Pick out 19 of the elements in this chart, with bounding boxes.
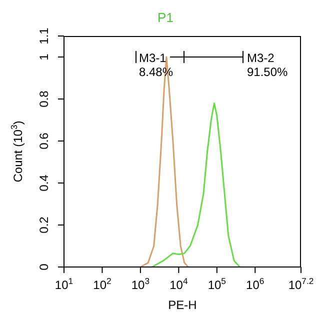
annotation: M3-1 [139, 51, 167, 65]
y-tick-label: 1 [37, 53, 51, 60]
y-tick-label: 0.2 [37, 216, 51, 234]
x-axis-title: PE-H [168, 298, 197, 312]
x-tick-label: 10$^{4}$ [170, 276, 188, 292]
annotation: 91.50% [247, 65, 288, 79]
annotation: M3-2 [247, 51, 275, 65]
x-tick-label: 10$^{5}$ [208, 276, 226, 292]
y-tick-label: 0 [37, 263, 51, 270]
y-tick-label: 0.8 [37, 90, 51, 108]
x-tick-label: 10$^{3}$ [131, 276, 150, 292]
y-tick-label: 0.6 [37, 132, 51, 150]
chart-title: P1 [156, 9, 174, 27]
y-tick-label: 1.1 [37, 27, 51, 44]
y-tick-label: 0.4 [37, 174, 51, 192]
x-tick-label: 10$^{1}$ [54, 276, 74, 292]
x-tick-label: 10$^{6}$ [246, 276, 264, 292]
x-tick-label: 10$^{2}$ [93, 276, 112, 292]
x-tick-label: 10$^{7.2}$ [288, 276, 314, 292]
